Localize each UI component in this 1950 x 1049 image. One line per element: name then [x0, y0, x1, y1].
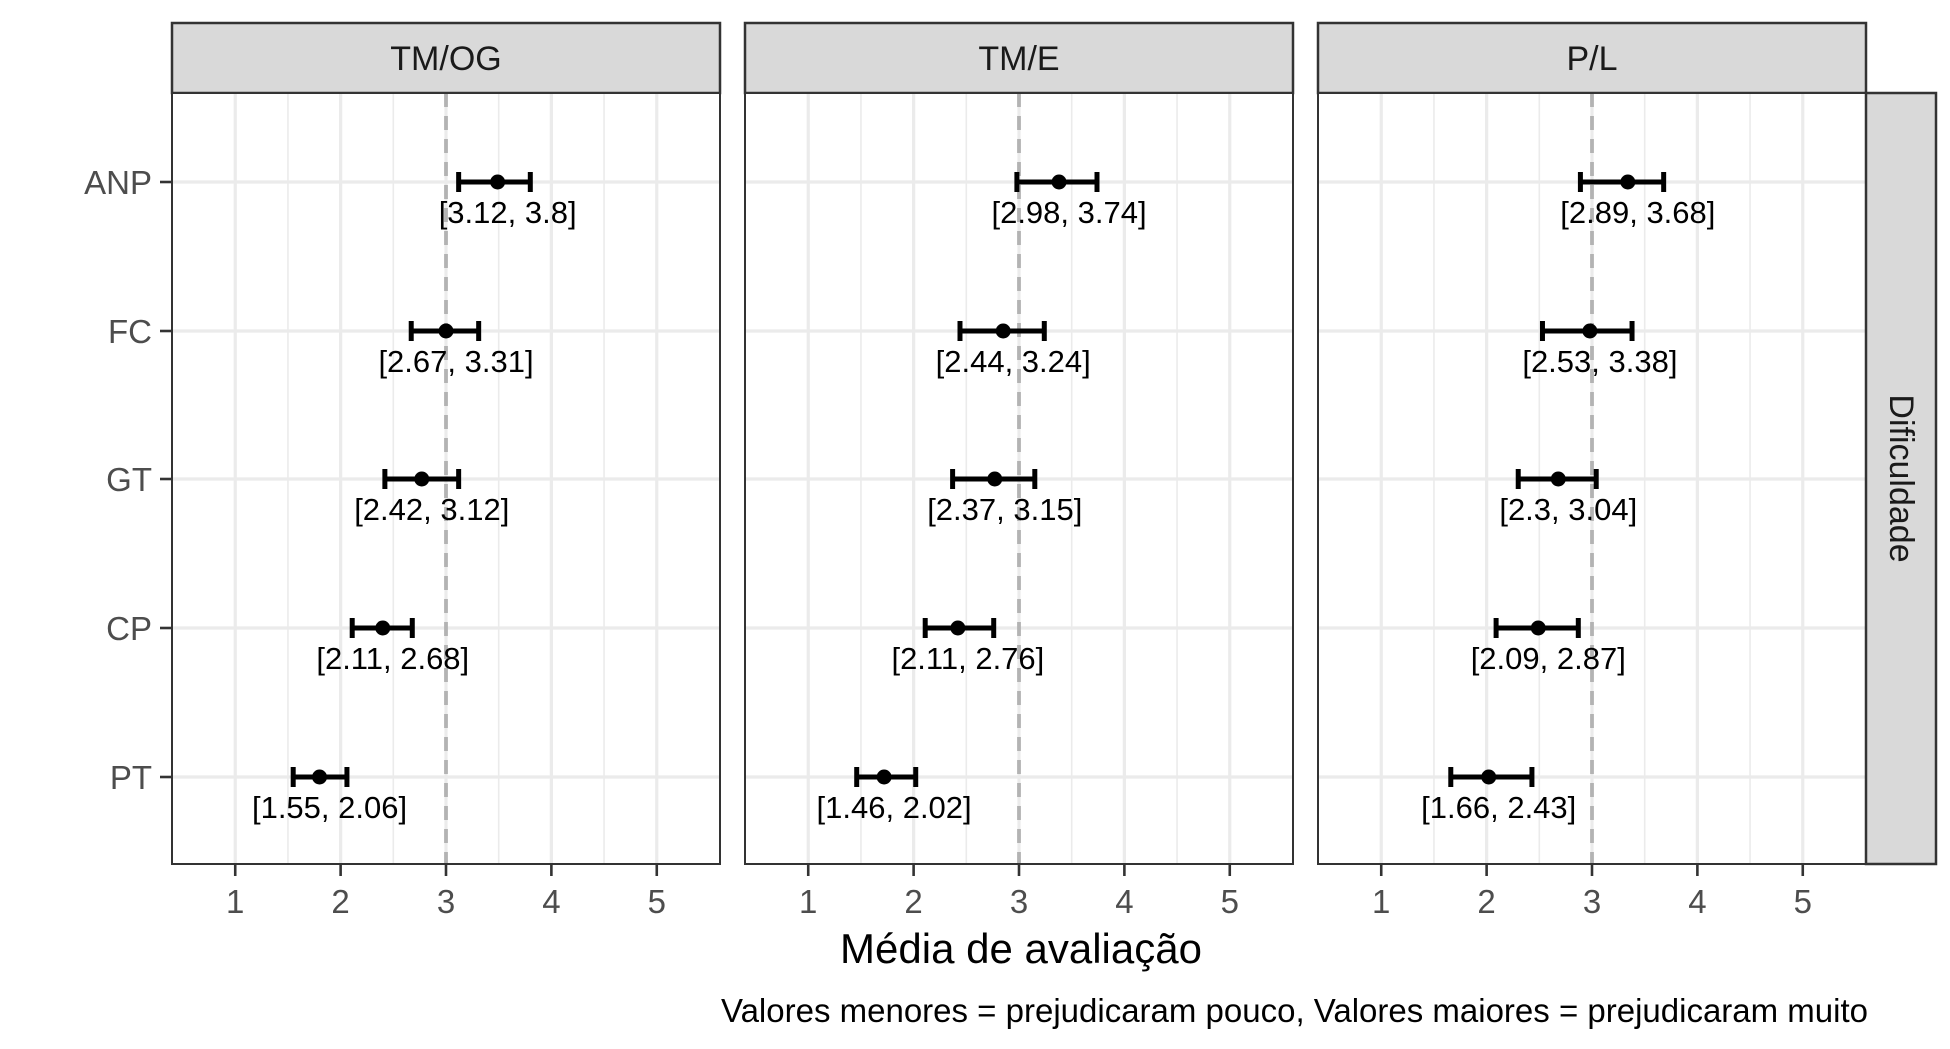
ci-label-gt: [2.42, 3.12]	[354, 492, 509, 527]
x-tick-label: 1	[226, 883, 244, 920]
mean-point-pt	[1481, 769, 1497, 785]
ci-label-cp: [2.11, 2.76]	[891, 641, 1044, 676]
panel-strip-tm-e	[743, 21, 1295, 95]
ci-label-gt: [2.37, 3.15]	[927, 492, 1082, 527]
y-tick-label-gt: GT	[106, 461, 152, 498]
mean-point-pt	[876, 769, 892, 785]
panel-strip-p-l	[1316, 21, 1868, 95]
mean-point-gt	[1550, 471, 1566, 487]
x-tick-label: 4	[1688, 883, 1706, 920]
panel-tm-og: TM/OG [3.12, 3.8] [2.67, 3.31] [2.42, 3.12]…	[170, 21, 722, 920]
ci-label-fc: [2.53, 3.38]	[1522, 344, 1677, 379]
x-axis-title: Média de avaliação	[840, 925, 1202, 972]
ci-label-fc: [2.67, 3.31]	[378, 344, 533, 379]
mean-point-anp	[1051, 174, 1067, 190]
x-tick-label: 3	[437, 883, 455, 920]
mean-point-cp	[1530, 620, 1546, 636]
panels-layer: TM/OG [3.12, 3.8] [2.67, 3.31] [2.42, 3.12]…	[170, 21, 1868, 920]
row-strip	[1864, 91, 1938, 866]
mean-point-fc	[1582, 323, 1598, 339]
ci-label-anp: [2.89, 3.68]	[1560, 195, 1715, 230]
mean-point-anp	[1620, 174, 1636, 190]
mean-point-pt	[312, 769, 328, 785]
ci-label-cp: [2.11, 2.68]	[316, 641, 469, 676]
mean-point-anp	[490, 174, 506, 190]
ci-label-pt: [1.66, 2.43]	[1421, 790, 1576, 825]
mean-point-cp	[375, 620, 391, 636]
x-tick-label: 2	[331, 883, 349, 920]
x-tick-label: 2	[1477, 883, 1495, 920]
x-tick-label: 4	[542, 883, 560, 920]
y-tick-label-anp: ANP	[84, 164, 152, 201]
y-axis-layer: ANP FC GT CP PT	[84, 164, 172, 796]
panel-strip-tm-og	[170, 21, 722, 95]
y-tick-label-pt: PT	[110, 759, 152, 796]
x-tick-label: 4	[1115, 883, 1133, 920]
x-tick-label: 3	[1010, 883, 1028, 920]
row-strip-label: Dificuldade	[1882, 394, 1920, 562]
ci-label-fc: [2.44, 3.24]	[936, 344, 1091, 379]
mean-point-gt	[987, 471, 1003, 487]
panel-tm-e: TM/E [2.98, 3.74] [2.44, 3.24] [2.37, 3.15]…	[743, 21, 1295, 920]
ci-label-pt: [1.46, 2.02]	[817, 790, 972, 825]
mean-point-fc	[438, 323, 454, 339]
x-tick-label: 1	[1372, 883, 1390, 920]
ci-label-anp: [2.98, 3.74]	[991, 195, 1146, 230]
y-tick-label-cp: CP	[106, 610, 152, 647]
mean-point-cp	[950, 620, 966, 636]
y-tick-label-fc: FC	[108, 313, 152, 350]
x-tick-label: 1	[799, 883, 817, 920]
panel-strip-label: TM/OG	[390, 40, 501, 78]
x-tick-label: 5	[1794, 883, 1812, 920]
x-tick-label: 5	[648, 883, 666, 920]
panel-strip-label: TM/E	[978, 40, 1059, 78]
panel-strip-label: P/L	[1566, 40, 1617, 78]
x-tick-label: 2	[904, 883, 922, 920]
ci-label-pt: [1.55, 2.06]	[252, 790, 407, 825]
ci-label-gt: [2.3, 3.04]	[1499, 492, 1637, 527]
panel-p-l: P/L [2.89, 3.68] [2.53, 3.38] [2.3, 3.04] [2…	[1316, 21, 1868, 920]
chart-caption: Valores menores = prejudicaram pouco, Va…	[721, 992, 1868, 1029]
mean-point-fc	[995, 323, 1011, 339]
x-tick-label: 3	[1583, 883, 1601, 920]
ci-label-cp: [2.09, 2.87]	[1471, 641, 1626, 676]
mean-point-gt	[414, 471, 430, 487]
ci-label-anp: [3.12, 3.8]	[439, 195, 577, 230]
x-tick-label: 5	[1221, 883, 1239, 920]
row-strip-layer: Dificuldade	[1864, 91, 1938, 866]
